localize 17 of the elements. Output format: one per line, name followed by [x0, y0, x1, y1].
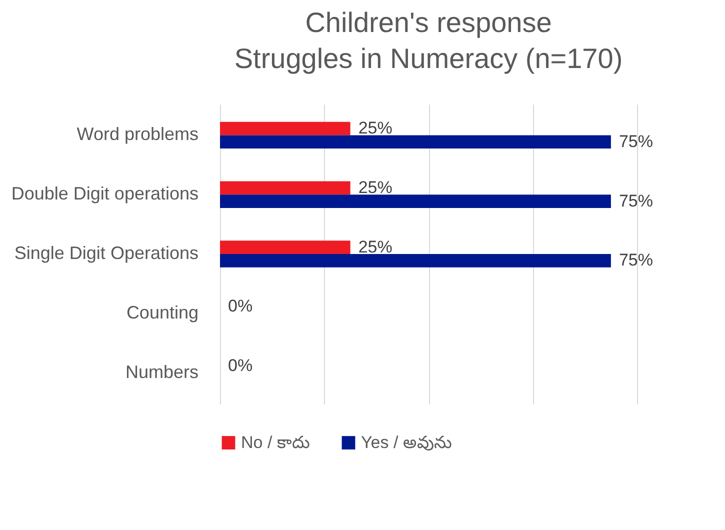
- data-label: 75%: [618, 250, 653, 270]
- chart-title: Children's response: [305, 7, 552, 38]
- data-label: 0%: [228, 296, 253, 316]
- chart-subtitle: Struggles in Numeracy (n=170): [234, 43, 623, 74]
- y-tick-label: Numbers: [125, 362, 198, 382]
- data-label: 25%: [358, 237, 392, 256]
- data-label: 75%: [618, 191, 653, 210]
- data-label: 75%: [618, 132, 653, 151]
- data-label: 25%: [358, 118, 392, 138]
- data-label: 0%: [228, 356, 253, 376]
- data-label: 25%: [358, 178, 392, 197]
- y-tick-label: Word problems: [76, 124, 198, 144]
- y-tick-label: Single Digit Operations: [14, 243, 198, 263]
- y-tick-label: Counting: [126, 302, 198, 322]
- y-tick-label: Double Digit operations: [11, 184, 198, 204]
- legend-label: Yes / అవును: [361, 432, 452, 452]
- legend-label: No / కాదు: [241, 432, 310, 452]
